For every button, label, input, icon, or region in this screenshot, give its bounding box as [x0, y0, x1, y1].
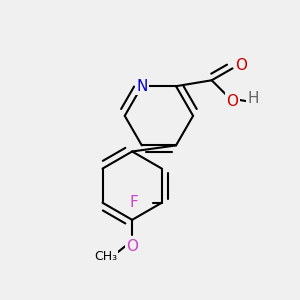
Text: O: O	[226, 94, 238, 109]
Text: H: H	[248, 91, 259, 106]
Text: N: N	[136, 79, 148, 94]
Text: O: O	[236, 58, 247, 73]
Text: F: F	[129, 195, 138, 210]
Text: O: O	[126, 239, 138, 254]
Text: CH₃: CH₃	[94, 250, 117, 263]
